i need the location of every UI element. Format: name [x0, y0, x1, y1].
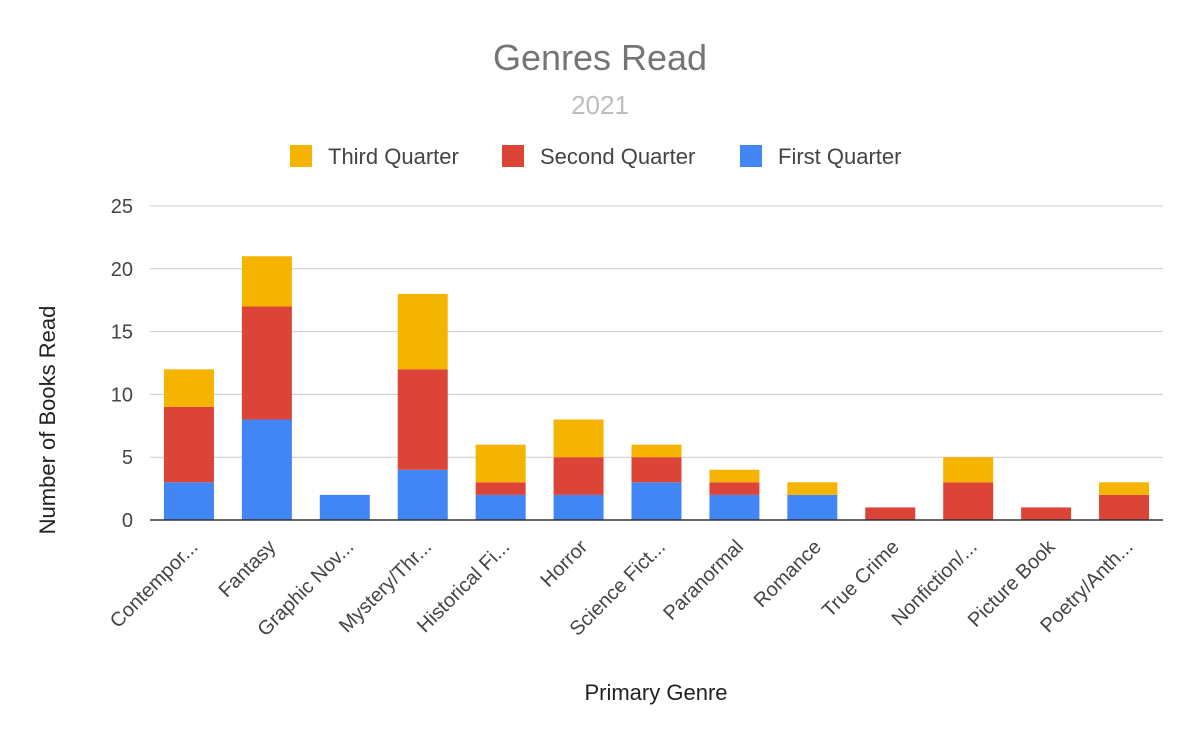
bar-segment [631, 457, 682, 483]
bar-segment [553, 419, 604, 458]
bar-segment [709, 494, 760, 520]
legend: Third Quarter Second Quarter First Quarter [290, 144, 901, 169]
legend-label: Second Quarter [540, 144, 695, 169]
bar-segment [397, 369, 448, 470]
chart-title: Genres Read [493, 37, 707, 78]
bar-segment [241, 306, 292, 420]
y-tick-label: 15 [111, 322, 133, 344]
bar-segment [397, 293, 448, 370]
bar-segment [553, 494, 604, 520]
bar-segment [241, 419, 292, 520]
legend-label: First Quarter [778, 144, 901, 169]
bar-segment [631, 482, 682, 520]
x-tick-label: Horror [536, 536, 592, 592]
y-axis-ticks: 0 5 10 15 20 25 [111, 196, 133, 532]
bar-segment [241, 256, 292, 307]
x-tick-label: Paranormal [659, 536, 748, 625]
legend-swatch [740, 145, 762, 167]
bar-segment [709, 469, 760, 483]
y-tick-label: 0 [122, 510, 133, 532]
bar-segment [475, 482, 526, 495]
bars [163, 256, 1150, 520]
legend-swatch [290, 145, 312, 167]
x-axis-label: Primary Genre [584, 680, 727, 705]
legend-swatch [502, 145, 524, 167]
bar-segment [787, 482, 838, 495]
gridlines [150, 205, 1163, 458]
legend-label: Third Quarter [328, 144, 459, 169]
bar-segment [943, 457, 994, 483]
bar-segment [1021, 507, 1072, 520]
y-tick-label: 10 [111, 384, 133, 406]
y-tick-label: 20 [111, 259, 133, 281]
y-axis-label: Number of Books Read [35, 306, 60, 535]
bar-segment [943, 482, 994, 520]
bar-segment [553, 457, 604, 495]
x-tick-label: Romance [750, 536, 826, 612]
bar-segment [709, 482, 760, 495]
bar-segment [475, 494, 526, 520]
bar-segment [163, 406, 214, 483]
bar-segment [865, 507, 916, 520]
bar-segment [397, 469, 448, 520]
bar-segment [319, 494, 370, 520]
chart-subtitle: 2021 [571, 90, 629, 120]
y-tick-label: 25 [111, 196, 133, 218]
x-tick-label: Fantasy [215, 536, 281, 602]
y-tick-label: 5 [122, 447, 133, 469]
bar-segment [787, 494, 838, 520]
bar-segment [1099, 482, 1150, 495]
bar-segment [163, 369, 214, 407]
bar-segment [163, 482, 214, 520]
bar-segment [631, 444, 682, 458]
bar-segment [475, 444, 526, 483]
x-tick-label: True Crime [818, 536, 904, 622]
bar-segment [1099, 494, 1150, 520]
x-tick-label: Contempor... [106, 536, 203, 633]
